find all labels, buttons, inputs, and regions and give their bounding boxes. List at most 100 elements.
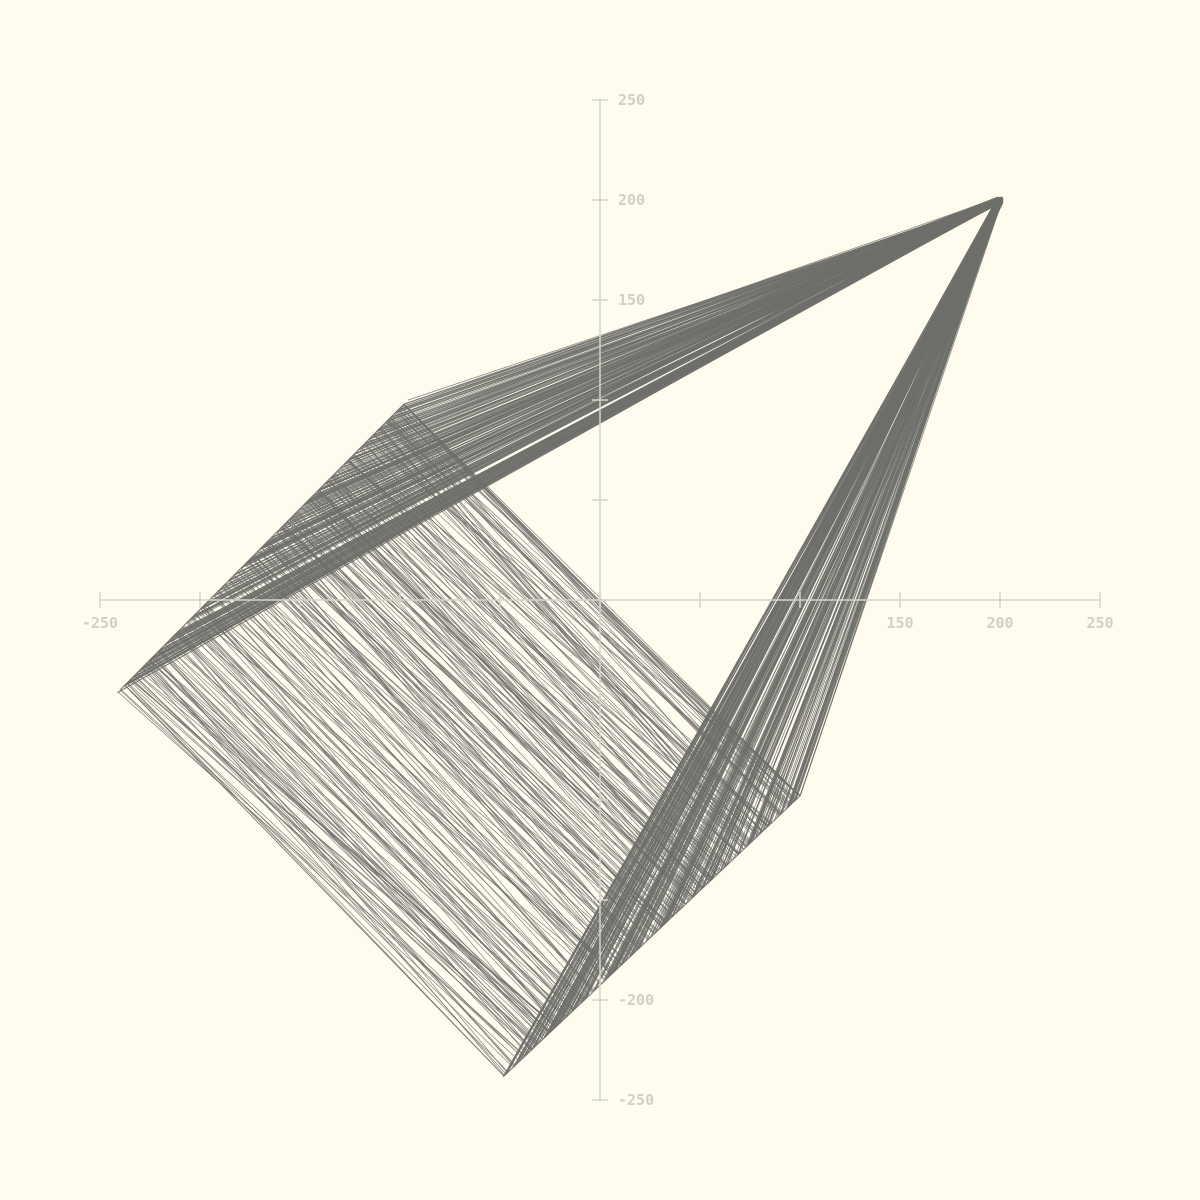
series-line-681 [192,616,566,1019]
series-line-69 [178,630,576,1010]
series-line-639 [346,461,739,855]
series-line-501 [280,528,677,914]
series-line-369 [205,603,558,1026]
series-line-573 [177,631,544,1040]
series-line-451 [247,560,637,952]
series-line-291 [304,503,681,910]
series-line-454 [322,485,704,889]
series-line-750 [613,202,999,972]
series-line-353 [186,622,559,1026]
series-line-748 [189,619,583,1003]
series-line-631 [131,678,539,1044]
series-line-486 [301,507,679,912]
series-line-493 [284,524,674,917]
series-line-723 [127,682,537,1046]
series-line-650 [261,547,625,963]
series-line-96 [224,584,595,992]
series-line-733 [293,515,693,899]
series-line-11 [309,498,673,917]
series-line-741 [163,646,546,1037]
series-line-475 [257,550,639,950]
series-line-115 [211,597,627,961]
series-line-761 [158,651,532,1051]
series-line-772 [799,199,1001,797]
y-tick-label-200: 200 [618,191,645,209]
series-line-701 [658,199,999,930]
series-line-513 [397,200,999,411]
series-line-587 [202,606,596,990]
series-line-600 [194,613,616,972]
series-line-751 [221,587,615,973]
series-line-742 [668,200,998,921]
series-line-462 [213,595,610,977]
series-line-201 [218,590,590,996]
series-line-611 [221,586,595,992]
series-line-740 [544,200,998,1037]
series-line-284 [261,547,629,959]
series-line-759 [348,459,739,855]
series-line-669 [183,625,608,979]
series-line-684 [143,196,1001,667]
series-line-226 [247,560,606,981]
series-line-527 [191,617,550,1034]
series-line-706 [151,198,1000,658]
series-line-714 [153,655,515,1067]
series-line-646 [124,684,509,1073]
series-line-277 [224,584,632,957]
series-line-620 [246,562,656,934]
series-line-230 [312,496,681,910]
series-line-722 [127,200,999,683]
series-line-295 [328,479,704,888]
series-line-233 [265,543,677,914]
series-line-591 [306,501,713,880]
series-line-704 [119,689,520,1062]
series-line-689 [233,574,663,927]
series-line-310 [296,511,673,918]
series-line-707 [151,657,541,1042]
series-line-293 [326,481,694,898]
series-line-178 [182,627,579,1007]
series-line-683 [385,422,749,846]
y-tick-label--200: -200 [618,991,654,1009]
series-line-382 [134,674,524,1059]
series-line-525 [202,606,585,1001]
series-line-753 [159,197,1001,651]
series-line-719 [353,201,1001,455]
series-line-553 [779,200,1002,815]
series-line-81 [233,575,642,947]
line-bundle [116,196,1004,1078]
series-line-768 [246,200,1000,564]
series-line-717 [139,201,1002,671]
series-line-666 [303,504,706,887]
series-line-743 [723,200,1000,869]
series-line-546 [786,202,1000,809]
series-line-596 [158,650,536,1047]
series-line-762 [309,198,1002,499]
x-tick-label-200: 200 [986,614,1013,632]
series-line-593 [286,521,691,900]
series-line-444 [315,492,721,872]
series-line-538 [200,608,572,1013]
series-line-196 [289,519,667,923]
series-line-749 [373,197,1003,435]
axes: -250 150 200 250 -250 -200 150 200 250 [82,91,1114,1109]
series-line-770 [503,795,801,1077]
series-line-491 [251,557,612,976]
series-line-637 [237,571,594,992]
series-line-135 [307,501,690,901]
series-line-661 [312,495,711,882]
series-line-745 [232,575,622,966]
series-line-336 [267,540,655,934]
series-line-656 [715,197,1000,876]
series-line-698 [264,543,667,923]
series-line-367 [159,649,540,1044]
series-line-769 [119,403,405,691]
series-line-176 [287,521,693,899]
y-tick-label-150: 150 [618,291,645,309]
series-line-419 [149,659,539,1044]
series-line-727 [767,201,999,828]
series-line-677 [245,563,635,954]
series-line-713 [513,197,998,1067]
series-line-598 [386,421,763,832]
